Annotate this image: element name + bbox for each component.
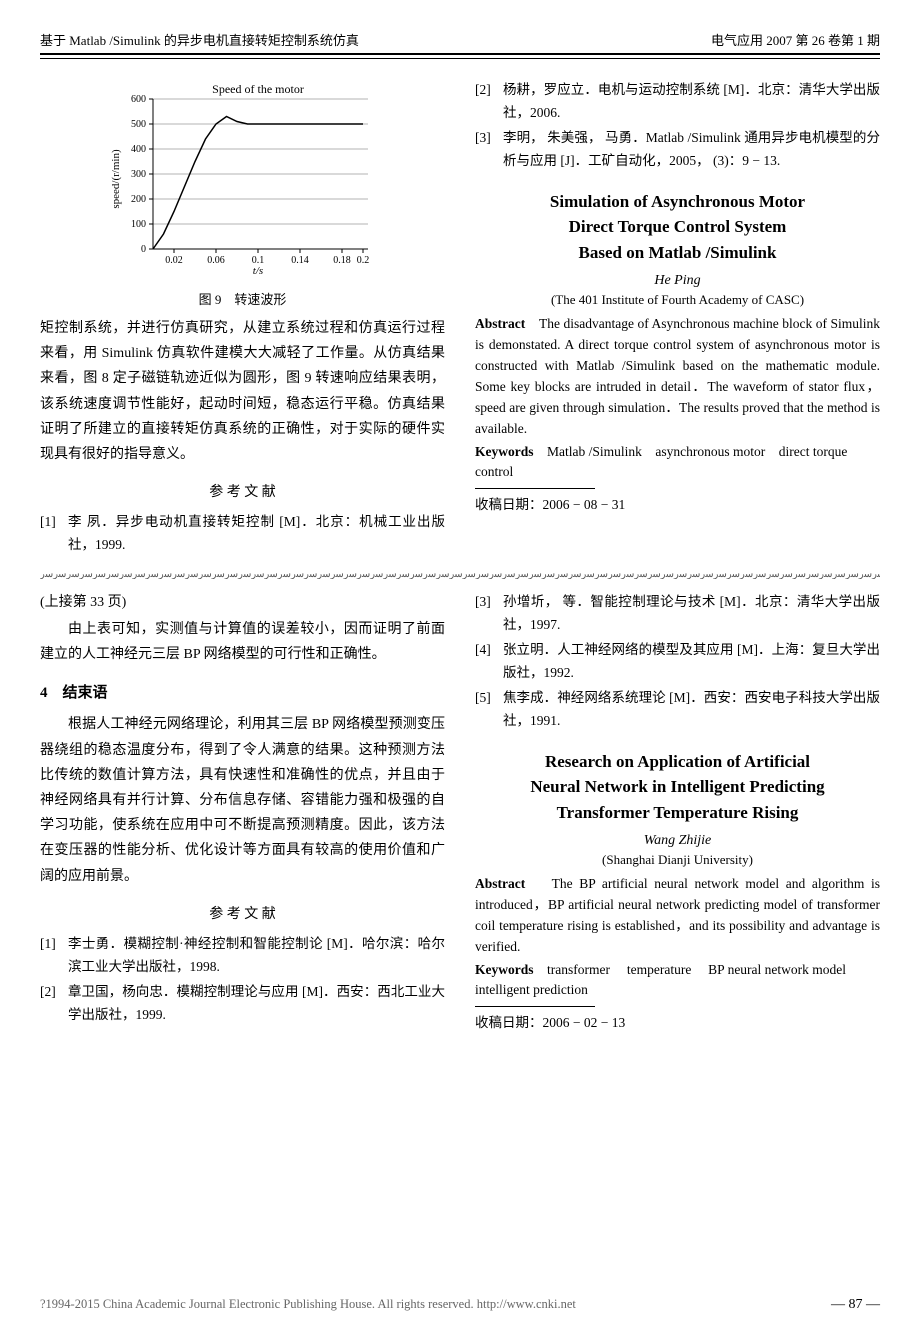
english-affiliation: (The 401 Institute of Fourth Academy of … xyxy=(475,292,880,308)
speed-chart: Speed of the motor 0 100 200 300 400 500 600 0… xyxy=(103,79,383,279)
article2-right-col: [3] 孙增圻， 等．智能控制理论与技术 [M]．北京：清华大学出版社，1997… xyxy=(475,591,880,1031)
abstract-text: The BP artificial neural network model a… xyxy=(475,876,880,954)
paragraph: 由上表可知，实测值与计算值的误差较小，因而证明了前面建立的人工神经元三层 BP … xyxy=(40,617,445,667)
ref-text: 章卫国，杨向忠．模糊控制理论与应用 [M]．西安：西北工业大学出版社，1999. xyxy=(68,981,445,1027)
svg-text:500: 500 xyxy=(131,119,146,130)
reference-item: [3] 孙增圻， 等．智能控制理论与技术 [M]．北京：清华大学出版社，1997… xyxy=(475,591,880,637)
figure-caption: 图 9 转速波形 xyxy=(40,289,445,308)
ref-num: [2] xyxy=(475,79,503,125)
reference-item: [5] 焦李成．神经网络系统理论 [M]．西安：西安电子科技大学出版社，1991… xyxy=(475,687,880,733)
svg-text:100: 100 xyxy=(131,219,146,230)
reference-item: [4] 张立明．人工神经网络的模型及其应用 [M]．上海：复旦大学出版社，199… xyxy=(475,639,880,685)
en-title-line: Research on Application of Artificial xyxy=(475,749,880,775)
page-header: 基于 Matlab /Simulink 的异步电机直接转矩控制系统仿真 电气应用… xyxy=(40,30,880,55)
en-title-line: Based on Matlab /Simulink xyxy=(475,240,880,266)
page-number: — 87 — xyxy=(831,1297,880,1313)
abstract-label: Abstract xyxy=(475,876,525,891)
en-title-line: Simulation of Asynchronous Motor xyxy=(475,189,880,215)
article2-columns: (上接第 33 页) 由上表可知，实测值与计算值的误差较小，因而证明了前面建立的… xyxy=(40,591,880,1031)
article1-body: 矩控制系统，并进行仿真研究，从建立系统过程和仿真运行过程来看，用 Simulin… xyxy=(40,316,445,467)
svg-text:0.14: 0.14 xyxy=(291,255,309,266)
received-date: 收稿日期：2006 − 02 − 13 xyxy=(475,1011,880,1031)
ref-text: 李士勇．模糊控制·神经控制和智能控制论 [M]．哈尔滨：哈尔滨工业大学出版社，1… xyxy=(68,933,445,979)
ref-text: 焦李成．神经网络系统理论 [M]．西安：西安电子科技大学出版社，1991. xyxy=(503,687,880,733)
svg-text:0.02: 0.02 xyxy=(165,255,183,266)
svg-text:300: 300 xyxy=(131,169,146,180)
short-rule xyxy=(475,488,595,489)
svg-text:t/s: t/s xyxy=(252,265,262,277)
ref-num: [4] xyxy=(475,639,503,685)
article2-body2: 根据人工神经元网络理论，利用其三层 BP 网络模型预测变压器绕组的稳态温度分布，… xyxy=(40,712,445,888)
article2-left-col: (上接第 33 页) 由上表可知，实测值与计算值的误差较小，因而证明了前面建立的… xyxy=(40,591,445,1031)
ref-text: 李 夙．异步电动机直接转矩控制 [M]．北京：机械工业出版社，1999. xyxy=(68,511,445,557)
ref-text: 孙增圻， 等．智能控制理论与技术 [M]．北京：清华大学出版社，1997. xyxy=(503,591,880,637)
received-date: 收稿日期：2006 − 08 − 31 xyxy=(475,493,880,513)
english-keywords: Keywords Matlab /Simulink asynchronous m… xyxy=(475,442,880,483)
reference-item: [1] 李士勇．模糊控制·神经控制和智能控制论 [M]．哈尔滨：哈尔滨工业大学出… xyxy=(40,933,445,979)
speed-chart-wrap: Speed of the motor 0 100 200 300 400 500 600 0… xyxy=(40,79,445,279)
references-heading: 参 考 文 献 xyxy=(40,903,445,923)
en-title-line: Direct Torque Control System xyxy=(475,214,880,240)
reference-item: [1] 李 夙．异步电动机直接转矩控制 [M]．北京：机械工业出版社，1999. xyxy=(40,511,445,557)
english-affiliation: (Shanghai Dianji University) xyxy=(475,852,880,868)
article1-columns: Speed of the motor 0 100 200 300 400 500 600 0… xyxy=(40,79,880,559)
english-abstract: Abstract The BP artificial neural networ… xyxy=(475,874,880,958)
header-right: 电气应用 2007 第 26 卷第 1 期 xyxy=(711,30,880,49)
english-author: Wang Zhijie xyxy=(475,833,880,849)
svg-text:200: 200 xyxy=(131,194,146,205)
reference-item: [2] 章卫国，杨向忠．模糊控制理论与应用 [M]．西安：西北工业大学出版社，1… xyxy=(40,981,445,1027)
svg-text:0.06: 0.06 xyxy=(207,255,225,266)
ref-num: [5] xyxy=(475,687,503,733)
english-title: Simulation of Asynchronous Motor Direct … xyxy=(475,189,880,266)
english-author: He Ping xyxy=(475,273,880,289)
continuation-note: (上接第 33 页) xyxy=(40,591,445,611)
keywords-text: transformer temperature BP neural networ… xyxy=(475,962,860,997)
english-abstract: Abstract The disadvantage of Asynchronou… xyxy=(475,314,880,440)
footer-copyright: ?1994-2015 China Academic Journal Electr… xyxy=(40,1297,576,1313)
ref-num: [2] xyxy=(40,981,68,1027)
svg-text:Speed of the motor: Speed of the motor xyxy=(212,82,304,96)
article1-right-col: [2] 杨耕，罗应立．电机与运动控制系统 [M]．北京：清华大学出版社，2006… xyxy=(475,79,880,559)
svg-text:600: 600 xyxy=(131,94,146,105)
keywords-label: Keywords xyxy=(475,444,534,459)
abstract-label: Abstract xyxy=(475,316,525,331)
short-rule xyxy=(475,1006,595,1007)
svg-text:400: 400 xyxy=(131,144,146,155)
en-title-line: Transformer Temperature Rising xyxy=(475,800,880,826)
keywords-label: Keywords xyxy=(475,962,534,977)
ref-num: [1] xyxy=(40,511,68,557)
ref-text: 李明， 朱美强， 马勇．Matlab /Simulink 通用异步电机模型的分析… xyxy=(503,127,880,173)
svg-text:0: 0 xyxy=(141,244,146,255)
english-title: Research on Application of Artificial Ne… xyxy=(475,749,880,826)
section-heading: 4 结束语 xyxy=(40,681,445,702)
page-footer: ?1994-2015 China Academic Journal Electr… xyxy=(40,1297,880,1313)
header-rule xyxy=(40,58,880,59)
ref-text: 张立明．人工神经网络的模型及其应用 [M]．上海：复旦大学出版社，1992. xyxy=(503,639,880,685)
reference-item: [2] 杨耕，罗应立．电机与运动控制系统 [M]．北京：清华大学出版社，2006… xyxy=(475,79,880,125)
svg-text:0.2: 0.2 xyxy=(356,255,369,266)
wavy-separator: ﺳﺭﺳﺭﺳﺭﺳﺭﺳﺭﺳﺭﺳﺭﺳﺭﺳﺭﺳﺭﺳﺭﺳﺭﺳﺭﺳﺭﺳﺭﺳﺭﺳﺭﺳﺭﺳﺭﺳﺭ… xyxy=(40,569,880,579)
english-keywords: Keywords transformer temperature BP neur… xyxy=(475,960,880,1001)
reference-item: [3] 李明， 朱美强， 马勇．Matlab /Simulink 通用异步电机模… xyxy=(475,127,880,173)
abstract-text: The disadvantage of Asynchronous machine… xyxy=(475,316,880,436)
ref-text: 杨耕，罗应立．电机与运动控制系统 [M]．北京：清华大学出版社，2006. xyxy=(503,79,880,125)
header-left: 基于 Matlab /Simulink 的异步电机直接转矩控制系统仿真 xyxy=(40,30,359,49)
ref-num: [3] xyxy=(475,127,503,173)
svg-text:0.18: 0.18 xyxy=(333,255,351,266)
ref-num: [1] xyxy=(40,933,68,979)
references-heading: 参 考 文 献 xyxy=(40,481,445,501)
paragraph: 根据人工神经元网络理论，利用其三层 BP 网络模型预测变压器绕组的稳态温度分布，… xyxy=(40,712,445,888)
svg-text:speed/(r/min): speed/(r/min) xyxy=(110,149,122,209)
en-title-line: Neural Network in Intelligent Predicting xyxy=(475,774,880,800)
article2-body1: 由上表可知，实测值与计算值的误差较小，因而证明了前面建立的人工神经元三层 BP … xyxy=(40,617,445,667)
article1-left-col: Speed of the motor 0 100 200 300 400 500 600 0… xyxy=(40,79,445,559)
ref-num: [3] xyxy=(475,591,503,637)
